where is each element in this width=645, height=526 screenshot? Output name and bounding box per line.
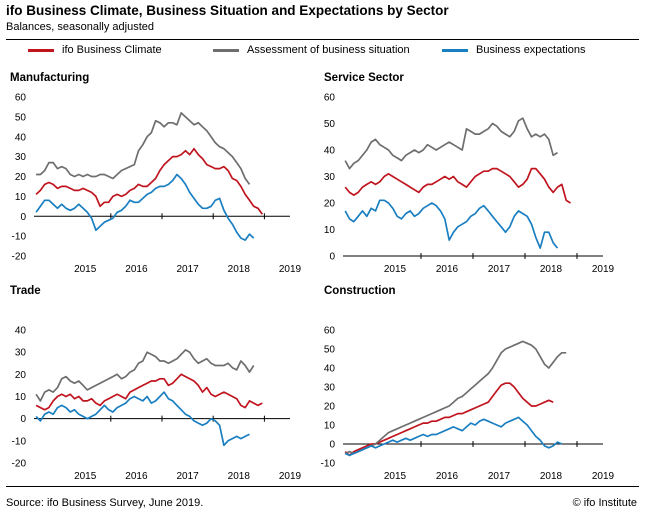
panel-trade: -20 -10 0 10 20 30 40 2015 2016 2017 2018 2019 [12,326,302,483]
y-tick-label: 0 [329,252,335,263]
y-tick-label: 40 [324,364,336,375]
y-tick-label: 40 [15,326,27,337]
x-tick-label: 2016 [125,471,148,482]
source-note: Source: ifo Business Survey, June 2019. [6,497,204,509]
x-tick-label: 2016 [125,264,148,275]
footer-rule [6,486,639,487]
y-tick-label: 20 [15,370,27,381]
x-tick-label: 2015 [384,264,407,275]
series-line-business-climate [35,373,263,411]
legend-label-business-situation: Assessment of business situation [247,44,410,56]
header-rule [6,39,639,40]
x-tick-label: 2017 [176,471,199,482]
x-tick-label: 2016 [436,264,459,275]
series-line-business-climate [35,147,263,215]
y-tick-label: 0 [20,414,26,425]
y-tick-label: -10 [12,232,27,243]
x-tick-label: 2017 [488,264,511,275]
panel-construction: -10 0 10 20 30 40 50 60 2015 2016 2017 2018 2019 [321,326,615,483]
series-line-business-situation [344,117,558,170]
series-line-business-expectations [344,199,559,249]
panel-title-manufacturing: Manufacturing [10,72,90,84]
series-line-business-situation [344,340,567,455]
x-tick-label: 2019 [592,264,615,275]
series-line-business-climate [344,167,571,204]
series-line-business-climate [344,382,554,457]
panel-title-service-sector: Service Sector [324,72,404,84]
series-line-business-situation [36,112,251,185]
x-tick-label: 2017 [176,264,199,275]
legend-swatch-business-climate [28,48,54,52]
x-tick-label: 2018 [540,471,563,482]
panel-title-trade: Trade [10,285,41,297]
x-tick-label: 2015 [74,471,97,482]
y-tick-label: 50 [324,345,336,356]
x-tick-label: 2015 [384,471,407,482]
chart-subtitle: Balances, seasonally adjusted [6,21,154,33]
copyright-note: © ifo Institute [572,497,637,509]
x-tick-label: 2017 [488,471,511,482]
x-tick-label: 2015 [74,264,97,275]
y-tick-label: 50 [324,119,336,130]
y-tick-label: 40 [15,132,27,143]
x-tick-label: 2016 [436,471,459,482]
y-tick-label: 10 [15,392,27,403]
y-tick-label: 30 [15,152,27,163]
x-tick-label: 2019 [592,471,615,482]
y-tick-label: 10 [15,192,27,203]
y-tick-label: 40 [324,146,336,157]
y-tick-label: 10 [324,225,336,236]
series-line-business-expectations [344,416,563,457]
y-tick-label: 60 [324,93,336,104]
y-tick-label: -10 [321,459,336,470]
y-tick-label: 0 [329,440,335,451]
y-tick-label: 30 [15,348,27,359]
legend-label-business-expectations: Business expectations [476,44,586,56]
legend-swatch-business-situation [213,48,239,52]
y-tick-label: 50 [15,112,27,123]
legend-item-business-expectations: Business expectations [442,44,585,56]
y-tick-label: 20 [324,199,336,210]
y-tick-label: 20 [15,172,27,183]
y-tick-label: 10 [324,421,336,432]
panel-title-construction: Construction [324,285,396,297]
y-tick-label: -20 [12,459,27,470]
y-tick-label: 20 [324,402,336,413]
y-tick-label: -20 [12,252,27,263]
x-tick-label: 2019 [279,471,302,482]
y-tick-label: 60 [15,93,27,104]
panel-service-sector: 0 10 20 30 40 50 60 2015 2016 2017 2018 2019 [324,93,615,276]
series-line-business-expectations [35,173,255,241]
y-tick-label: 0 [20,212,26,223]
y-tick-label: -10 [12,436,27,447]
y-tick-label: 30 [324,172,336,183]
y-tick-label: 30 [324,383,336,394]
legend-item-business-situation: Assessment of business situation [213,44,410,56]
x-tick-label: 2018 [228,471,251,482]
legend-item-business-climate: ifo Business Climate [28,44,162,56]
x-tick-label: 2018 [540,264,563,275]
legend: ifo Business Climate Assessment of busin… [0,44,645,64]
legend-label-business-climate: ifo Business Climate [62,44,162,56]
x-tick-label: 2018 [228,264,251,275]
series-line-business-situation [35,349,255,402]
panel-manufacturing: -20 -10 0 10 20 30 40 50 60 2015 2016 2017 2018 2019 [12,93,302,276]
y-tick-label: 60 [324,326,336,337]
chart-title: ifo Business Climate, Business Situation… [6,3,449,18]
legend-swatch-business-expectations [442,48,468,52]
x-tick-label: 2019 [279,264,302,275]
series-line-business-expectations [35,391,250,447]
